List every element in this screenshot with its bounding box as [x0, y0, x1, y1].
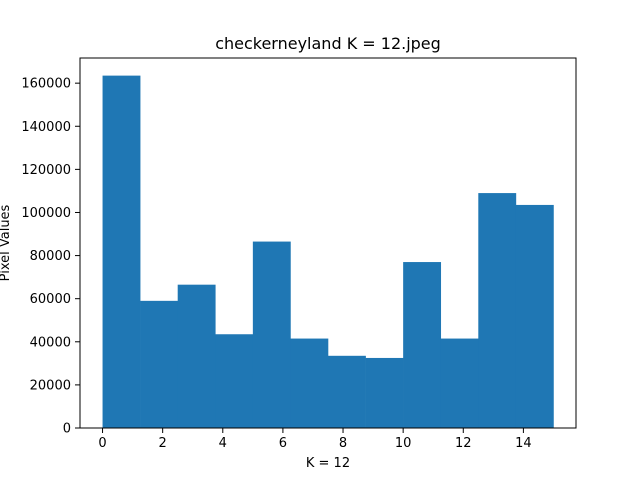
histogram-bar-8 [365, 357, 404, 428]
histogram-bar-7 [328, 355, 366, 428]
histogram-bar-9 [403, 262, 442, 428]
x-tick-label: 12 [455, 436, 472, 451]
histogram-bar-4 [215, 334, 254, 428]
y-tick-label: 60000 [30, 292, 71, 307]
histogram-bar-5 [252, 241, 291, 428]
y-axis-ticks: 0 20000 40000 60000 80000 100000 120000 140000 1… [21, 77, 80, 437]
x-tick-label: 0 [98, 436, 106, 451]
plot-area-frame [79, 57, 577, 429]
bars-group [102, 75, 554, 429]
chart-title: checkerneyland K = 12.jpeg [215, 34, 441, 53]
histogram-bar-10 [440, 338, 479, 428]
x-tick-label: 10 [395, 436, 412, 451]
y-tick-label: 40000 [30, 335, 71, 350]
x-tick-label: 4 [219, 436, 227, 451]
x-tick-label: 6 [279, 436, 287, 451]
x-axis-ticks: 0 2 4 6 8 10 12 14 [98, 428, 532, 451]
histogram-bar-1 [102, 75, 141, 429]
y-tick-label: 0 [63, 422, 71, 437]
y-tick-label: 140000 [21, 120, 71, 135]
histogram-bar-3 [177, 284, 216, 428]
y-tick-label: 160000 [21, 77, 71, 92]
histogram-bar-11 [478, 193, 517, 428]
x-tick-label: 14 [515, 436, 532, 451]
x-tick-label: 2 [159, 436, 167, 451]
y-axis-title: Pixel Values [0, 204, 13, 281]
histogram-bar-12 [515, 204, 554, 428]
y-tick-label: 120000 [21, 163, 71, 178]
y-tick-label: 100000 [21, 206, 71, 221]
histogram-bar-6 [290, 338, 329, 428]
y-tick-label: 20000 [30, 378, 71, 393]
y-tick-label: 80000 [30, 249, 71, 264]
histogram-bar-2 [140, 300, 178, 428]
x-tick-label: 8 [339, 436, 347, 451]
x-axis-title: K = 12 [306, 456, 350, 471]
